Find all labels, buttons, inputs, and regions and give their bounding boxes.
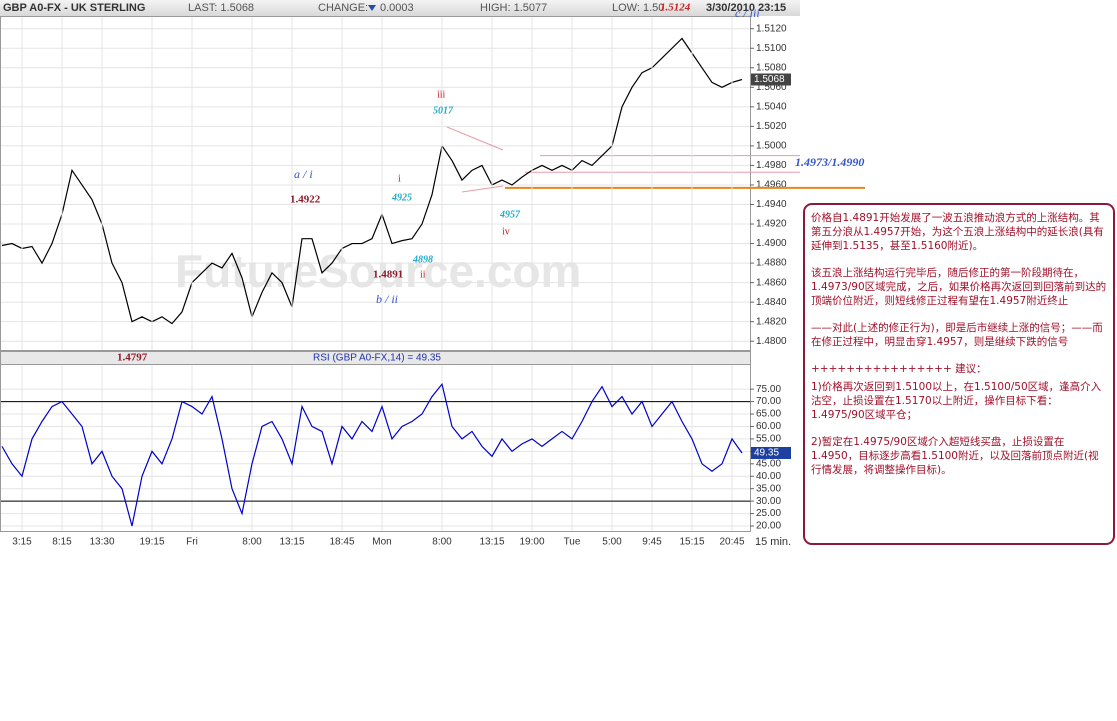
y-tick-label: 1.5040 — [756, 101, 787, 112]
wave-label: iii — [437, 89, 446, 100]
x-tick-label: 13:30 — [89, 537, 114, 548]
y-tick-label: 1.5020 — [756, 121, 787, 132]
y-tick-label: 1.4980 — [756, 160, 787, 171]
chart: GBP A0-FX - UK STERLING LAST: 1.5068 CHA… — [0, 0, 865, 548]
date: 3/30/2010 23:15 — [706, 2, 786, 14]
wave-label: i — [398, 173, 401, 184]
y-tick-label: 1.5060 — [756, 82, 787, 93]
x-tick-label: 19:00 — [519, 537, 544, 548]
x-tick-label: 19:15 — [139, 537, 164, 548]
x-tick-label: 8:00 — [242, 537, 262, 548]
y-tick-label: 65.00 — [756, 409, 781, 420]
wave-price: 1.4797 — [117, 352, 148, 364]
x-tick-label: 18:45 — [329, 537, 354, 548]
wave-label: iv — [502, 226, 510, 237]
x-tick-label: 8:00 — [432, 537, 452, 548]
y-tick-label: 1.4940 — [756, 199, 787, 210]
y-tick-label: 55.00 — [756, 434, 781, 445]
analysis-note: 价格自1.4891开始发展了一波五浪推动浪方式的上涨结构。其第五分浪从1.495… — [803, 203, 1115, 545]
note-paragraph: 1)价格再次返回到1.5100以上，在1.5100/50区域，逢高介入沽空，止损… — [811, 381, 1102, 421]
x-tick-label: 5:00 — [602, 537, 622, 548]
zone-label: 1.4973/1.4990 — [795, 155, 864, 169]
x-tick-label: 13:15 — [479, 537, 504, 548]
y-tick-label: 40.00 — [756, 471, 781, 482]
last-value-label: 49.35 — [754, 448, 779, 459]
trend-line — [446, 126, 504, 151]
y-tick-label: 75.00 — [756, 384, 781, 395]
wave-label: c / iii — [735, 6, 760, 20]
y-tick-label: 35.00 — [756, 483, 781, 494]
y-tick-label: 20.00 — [756, 521, 781, 532]
y-tick-label: 25.00 — [756, 508, 781, 519]
last-value-label: 1.5068 — [754, 74, 785, 85]
price-line — [1, 37, 743, 325]
x-tick-label: 15:15 — [679, 537, 704, 548]
x-tick-label: 13:15 — [279, 537, 304, 548]
y-tick-label: 1.4960 — [756, 180, 787, 191]
last-value-box — [751, 73, 791, 86]
y-tick-label: 60.00 — [756, 421, 781, 432]
note-paragraph: 该五浪上涨结构运行完毕后，随后修正的第一阶段期待在，1.4973/90区域完成，… — [811, 267, 1107, 307]
wave-label: ii — [420, 269, 426, 280]
low: LOW: 1.50 — [612, 2, 664, 14]
y-tick-label: 1.4900 — [756, 238, 787, 249]
x-tick-label: 3:15 — [12, 537, 32, 548]
rsi-title: RSI (GBP A0-FX,14) = 49.35 — [313, 353, 441, 364]
y-tick-label: 45.00 — [756, 458, 781, 469]
x-tick-label: 9:45 — [642, 537, 662, 548]
watermark: FutureSource.com — [175, 245, 581, 297]
wave-price: 5017 — [433, 105, 454, 116]
x-tick-label: Tue — [564, 537, 581, 548]
header-bar — [0, 0, 800, 16]
low-overlay: 1.5124 — [660, 2, 691, 14]
wave-price: 4925 — [391, 192, 412, 203]
high: HIGH: 1.5077 — [480, 2, 547, 14]
change-label: CHANGE: — [318, 2, 368, 14]
x-tick-label: Mon — [372, 537, 391, 548]
y-tick-label: 1.5120 — [756, 23, 787, 34]
price-line — [1, 382, 743, 527]
trend-line — [461, 185, 504, 193]
note-paragraph: 2)暂定在1.4975/90区域介入超短线买盘，止损设置在1.4950，目标逐步… — [811, 436, 1099, 476]
wave-price: 1.4922 — [290, 194, 321, 206]
y-tick-label: 1.4820 — [756, 316, 787, 327]
note-paragraph: ——对此(上述的修正行为)，即是后市继续上涨的信号；——而在修正过程中，明显击穿… — [811, 322, 1103, 348]
y-tick-label: 1.4880 — [756, 258, 787, 269]
change: 0.0003 — [380, 2, 414, 14]
symbol: GBP A0-FX - UK STERLING — [3, 2, 145, 14]
y-tick-label: 70.00 — [756, 396, 781, 407]
y-tick-label: 1.4800 — [756, 336, 787, 347]
interval: 15 min. — [755, 536, 791, 548]
y-tick-label: 1.4860 — [756, 277, 787, 288]
x-tick-label: Fri — [186, 537, 198, 548]
y-tick-label: 1.5000 — [756, 141, 787, 152]
y-tick-label: 1.4840 — [756, 297, 787, 308]
note-paragraph: 价格自1.4891开始发展了一波五浪推动浪方式的上涨结构。其第五分浪从1.495… — [811, 212, 1104, 252]
last: LAST: 1.5068 — [188, 2, 254, 14]
wave-price: 4898 — [412, 254, 433, 265]
x-tick-label: 20:45 — [719, 537, 744, 548]
y-tick-label: 1.5080 — [756, 62, 787, 73]
last-value-box — [751, 446, 791, 459]
wave-label: b / ii — [376, 292, 398, 306]
wave-price: 1.4891 — [373, 269, 403, 281]
x-tick-label: 8:15 — [52, 537, 72, 548]
y-tick-label: 30.00 — [756, 496, 781, 507]
note-paragraph: ++++++++++++++++ 建议： — [811, 363, 987, 375]
wave-label: a / i — [294, 167, 313, 181]
y-tick-label: 1.4920 — [756, 219, 787, 230]
y-tick-label: 1.5100 — [756, 43, 787, 54]
down-arrow — [368, 5, 376, 11]
wave-price: 4957 — [499, 209, 521, 220]
